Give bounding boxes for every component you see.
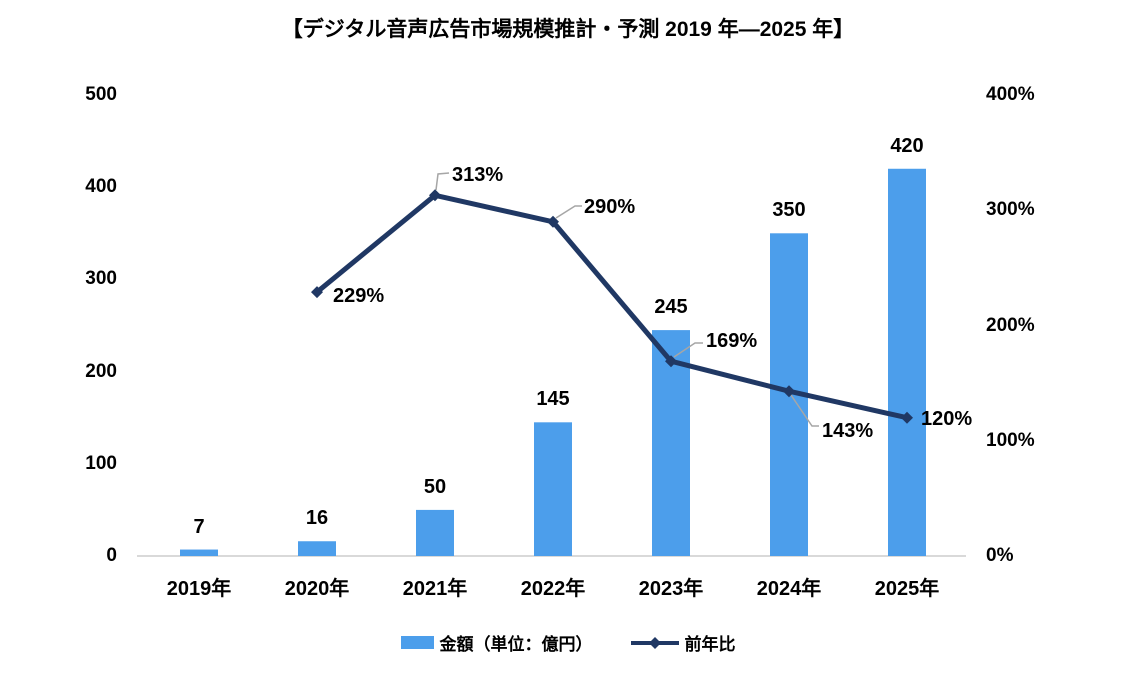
yoy-marker-2020年 (311, 286, 323, 299)
bar-2021年 (416, 509, 454, 556)
right-axis-tick: 100% (986, 429, 1035, 451)
bar-2022年 (534, 422, 572, 556)
yoy-value-label: 169% (706, 330, 758, 353)
yoy-value-label: 290% (584, 195, 636, 218)
left-axis-tick: 500 (85, 84, 117, 105)
line-series-swatch (630, 636, 679, 649)
label-leader-line (790, 394, 819, 427)
bar-2025年 (888, 168, 926, 556)
bar-value-label: 7 (193, 515, 205, 538)
bar-2019年 (180, 549, 218, 556)
bar-2020年 (298, 541, 336, 556)
yoy-value-label: 143% (822, 420, 874, 443)
left-axis-tick: 300 (85, 268, 117, 290)
legend-item-line: 前年比 (630, 630, 736, 655)
right-axis-tick: 200% (986, 314, 1035, 336)
x-axis-label: 2020年 (284, 578, 350, 600)
yoy-marker-2021年 (429, 189, 441, 202)
yoy-value-label: 313% (452, 164, 504, 187)
yoy-value-label: 120% (921, 407, 973, 430)
yoy-marker-2025年 (901, 411, 913, 424)
legend: 金額（単位：億円） 前年比 (0, 630, 1136, 655)
yoy-line (315, 192, 908, 421)
bar-value-label: 145 (536, 388, 570, 411)
bar-value-label: 16 (305, 507, 329, 530)
left-axis-tick: 400 (85, 176, 117, 198)
bar-series-swatch (400, 636, 434, 649)
bar-value-label: 420 (890, 134, 924, 157)
left-axis-tick: 100 (85, 452, 117, 474)
bar-series-label: 金額（単位：億円） (439, 635, 593, 654)
left-axis-tick: 0 (106, 545, 117, 566)
x-axis-label: 2022年 (520, 578, 586, 600)
yoy-marker-2023年 (665, 355, 677, 368)
yoy-marker-2024年 (783, 385, 795, 398)
legend-item-bar: 金額（単位：億円） (400, 630, 593, 655)
bar-value-label: 350 (772, 199, 806, 222)
label-leader-line (673, 342, 703, 358)
x-axis-label: 2025年 (874, 578, 940, 600)
chart-title: 【デジタル音声広告市場規模推計・予測 2019 年—2025 年】 (281, 18, 855, 41)
label-leader-line (555, 205, 582, 219)
right-axis-tick: 0% (986, 545, 1014, 566)
x-axis-label: 2023年 (638, 578, 704, 600)
left-axis-tick: 200 (85, 360, 117, 382)
bar-value-label: 50 (423, 475, 447, 498)
line-series-label: 前年比 (684, 635, 736, 654)
yoy-value-label: 229% (333, 285, 385, 308)
right-axis-tick: 400% (986, 84, 1035, 105)
legend-diamond-glyph (648, 636, 661, 649)
x-axis-label: 2021年 (402, 578, 468, 600)
bar-2023年 (652, 330, 690, 556)
yoy-marker-2022年 (547, 215, 559, 228)
label-leader-line (435, 172, 450, 191)
bar-value-label: 245 (654, 296, 688, 319)
x-axis-label: 2019年 (166, 578, 232, 600)
right-axis-tick: 300% (986, 199, 1035, 221)
x-axis-label: 2024年 (756, 578, 822, 600)
